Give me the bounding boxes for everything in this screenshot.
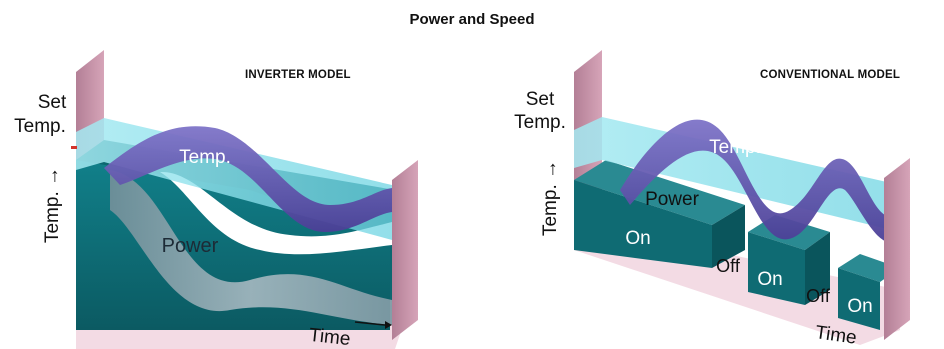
conventional-power-label: Power [645,189,700,210]
conventional-panel: CONVENTIONAL MODEL Set Temp. Temp. → Tem… [514,50,910,349]
inverter-set-temp-marker [71,146,77,149]
conventional-block1-front [574,180,712,268]
inverter-temp-label: Temp. [179,147,231,168]
conventional-block2-label: On [757,269,782,290]
inverter-model-label: INVERTER MODEL [245,69,351,81]
conventional-block1-label: On [625,228,650,249]
inverter-set-label-line1: Set [38,92,67,113]
conventional-block2-side [805,232,830,305]
conventional-block1-side [712,205,745,268]
conventional-block3-front [838,268,880,330]
conventional-temp-label: Temp. [709,137,761,158]
inverter-power-label: Power [162,235,219,257]
inverter-time-arrow [354,321,386,326]
diagram-title: Power and Speed [409,11,534,28]
inverter-time-arrowhead [385,321,392,329]
conventional-temp-wave [620,119,900,243]
conventional-temp-axis-label: Temp. → [540,160,561,236]
inverter-power-wave [110,170,392,325]
conventional-block3-label: On [847,296,872,317]
conventional-block2-front [748,232,805,305]
inverter-time-label: Time [308,325,351,349]
conventional-block1-top [574,160,745,225]
inverter-temp-axis-label: Temp. → [42,167,63,243]
inverter-panel: INVERTER MODEL Set Temp. Temp. → Temp. P… [14,50,418,349]
conventional-model-label: CONVENTIONAL MODEL [760,69,900,81]
inverter-right-wall [392,160,418,340]
conventional-right-wall [884,158,910,340]
conventional-gap2-label: Off [806,286,831,306]
conventional-set-label-line1: Set [526,89,555,110]
inverter-temp-wave [104,126,392,232]
inverter-set-label-line2: Temp. [14,116,66,137]
conventional-time-label: Time [814,322,858,349]
conventional-set-label-line2: Temp. [514,112,566,133]
conventional-gap1-label: Off [716,256,741,276]
